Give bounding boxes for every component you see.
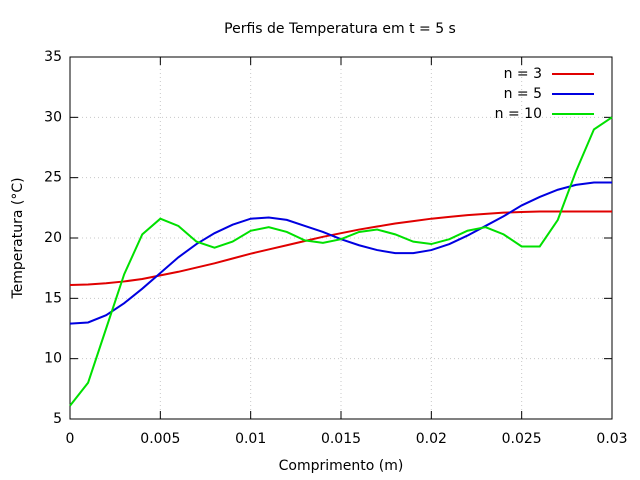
legend-label: n = 5: [504, 86, 542, 102]
chart-title: Perfis de Temperatura em t = 5 s: [224, 21, 456, 37]
y-tick-label: 10: [44, 351, 62, 367]
legend-label: n = 3: [504, 66, 542, 82]
line-series: [69, 210, 612, 287]
legend-label: n = 10: [495, 106, 542, 122]
y-tick-label: 25: [44, 170, 62, 186]
y-tick-label: 15: [44, 290, 62, 306]
x-tick-label: 0.02: [416, 431, 447, 447]
y-tick-label: 35: [44, 49, 62, 65]
x-tick-label: 0: [66, 431, 75, 447]
plot-border: [69, 56, 613, 420]
line-series: [69, 116, 613, 407]
x-tick-label: 0.01: [235, 431, 266, 447]
x-tick-label: 0.015: [321, 431, 361, 447]
y-tick-label: 5: [53, 411, 62, 427]
x-axis-label: Comprimento (m): [279, 458, 404, 474]
x-tick-label: 0.03: [596, 431, 627, 447]
x-tick-label: 0.025: [502, 431, 542, 447]
y-axis-label: Temperatura (°C): [10, 177, 26, 299]
x-tick-label: 0.005: [140, 431, 180, 447]
y-tick-label: 20: [44, 230, 62, 246]
y-tick-label: 30: [44, 109, 62, 125]
